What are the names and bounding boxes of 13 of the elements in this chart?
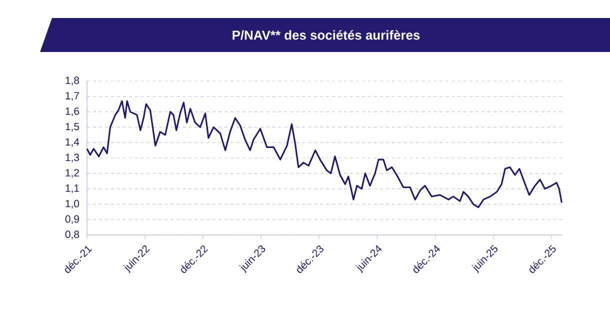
y-tick-label: 1,4	[66, 138, 80, 147]
y-tick-label: 0,8	[65, 230, 80, 240]
y-tick-label: 1,7	[66, 92, 79, 101]
y-tick-label: 1,6	[66, 107, 80, 116]
y-tick-label: 1,3	[66, 154, 80, 162]
y-tick-label: 1,0	[66, 200, 80, 209]
y-tick-label: 1,8	[66, 76, 80, 86]
y-tick-label: 0,9	[65, 215, 79, 224]
chart-title: P/NAV** des sociétés aurifères	[232, 30, 420, 40]
line-series	[86, 100, 562, 208]
y-tick-label: 1,2	[66, 169, 79, 178]
y-tick-label: 1,5	[66, 122, 80, 132]
y-tick-label: 1,1	[66, 184, 79, 194]
